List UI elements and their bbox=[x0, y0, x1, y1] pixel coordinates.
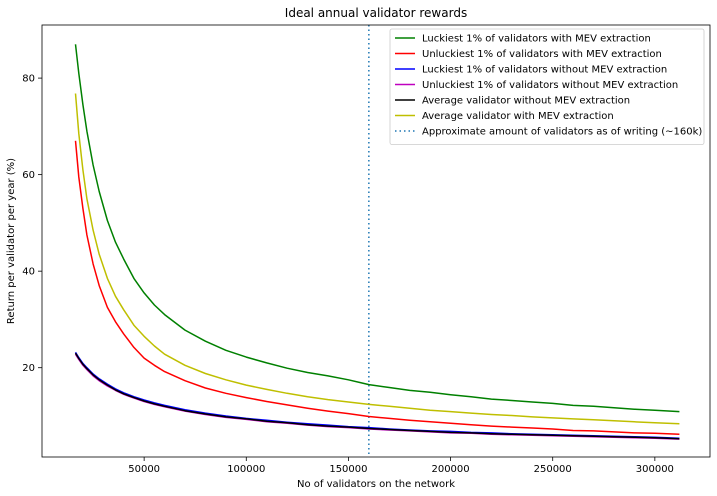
legend-entry: Approximate amount of validators as of w… bbox=[422, 127, 702, 138]
x-tick-label: 250000 bbox=[534, 464, 572, 475]
series-line-1 bbox=[74, 44, 680, 413]
y-axis-label: Return per validator per year (%) bbox=[6, 158, 17, 324]
y-tick-label: 40 bbox=[22, 267, 35, 278]
x-axis: 50000 100000 150000 200000 250000 300000 bbox=[128, 457, 674, 475]
legend-box bbox=[389, 28, 705, 145]
y-axis: 20 40 60 80 bbox=[22, 74, 42, 374]
y-tick-label: 80 bbox=[22, 74, 35, 85]
legend-entry: Luckiest 1% of validators with MEV extra… bbox=[422, 34, 651, 45]
legend-entry: Unluckiest 1% of validators without MEV … bbox=[422, 80, 678, 91]
legend-entry: Average validator with MEV extraction bbox=[422, 111, 614, 122]
series-line-5 bbox=[74, 352, 680, 440]
legend-entry: Luckiest 1% of validators without MEV ex… bbox=[422, 65, 667, 76]
series-line-2 bbox=[74, 140, 680, 436]
legend-entry: Unluckiest 1% of validators with MEV ext… bbox=[422, 49, 662, 60]
legend-entry: Average validator without MEV extraction bbox=[422, 96, 630, 107]
legend: Luckiest 1% of validators with MEV extra… bbox=[389, 28, 705, 145]
series-line-4 bbox=[74, 353, 680, 440]
x-tick-label: 200000 bbox=[431, 464, 469, 475]
x-tick-label: 300000 bbox=[636, 464, 674, 475]
x-tick-label: 150000 bbox=[329, 464, 367, 475]
plot-frame bbox=[41, 24, 711, 458]
y-tick-label: 20 bbox=[22, 363, 35, 374]
plot-area bbox=[74, 25, 680, 457]
x-axis-label: No of validators on the network bbox=[297, 479, 455, 490]
x-tick-label: 50000 bbox=[128, 464, 160, 475]
chart-title: Ideal annual validator rewards bbox=[285, 6, 467, 20]
series-line-6 bbox=[74, 93, 680, 425]
series-line-3 bbox=[74, 351, 680, 439]
x-tick-label: 100000 bbox=[227, 464, 265, 475]
y-tick-label: 60 bbox=[22, 170, 35, 181]
